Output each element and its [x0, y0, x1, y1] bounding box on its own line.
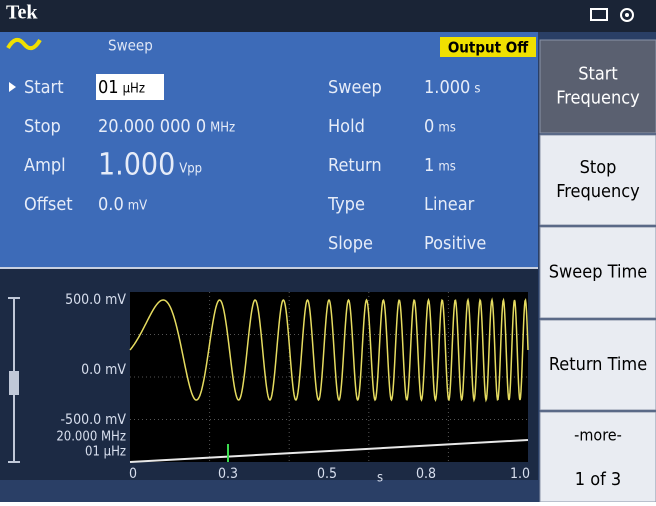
param-value: 0 — [424, 116, 434, 137]
param-label: Stop — [24, 116, 61, 137]
x-label: 1.0 — [510, 466, 530, 482]
param-label: Start — [24, 77, 64, 98]
param-value: Positive — [424, 233, 486, 254]
plot-area — [130, 292, 528, 462]
param-label: Hold — [328, 116, 365, 137]
param-value: 20.000 000 0 — [98, 116, 206, 137]
param-value: Linear — [424, 194, 475, 215]
menu-label: Frequency — [556, 181, 640, 202]
x-label: 0 — [129, 466, 137, 482]
output-status: Output Off — [448, 39, 529, 57]
param-value: 1 — [424, 155, 434, 176]
menu-label: Return Time — [549, 354, 647, 375]
menu-label: Sweep Time — [549, 262, 647, 283]
menu-label: Start — [578, 64, 618, 85]
x-label: 0.8 — [416, 466, 436, 482]
param-unit: mV — [128, 199, 147, 214]
param-label: Ampl — [24, 155, 66, 176]
param-label: Slope — [328, 233, 373, 254]
param-label: Offset — [24, 194, 73, 215]
freq-label: 01 µHz — [85, 445, 126, 460]
param-value: 1.000 — [98, 148, 175, 183]
y-label: 0.0 mV — [81, 362, 126, 378]
param-value: 01 — [98, 77, 119, 98]
freq-label: 20.000 MHz — [56, 430, 126, 445]
menu-label: Frequency — [556, 88, 640, 109]
screen: Tek Sweep Output Off Start Frequency Stop F… — [0, 0, 656, 502]
y-label: -500.0 mV — [61, 412, 127, 428]
y-label: 500.0 mV — [65, 292, 126, 308]
menu-button[interactable] — [540, 40, 656, 133]
brand: Tek — [6, 2, 38, 24]
param-unit: ms — [438, 121, 456, 136]
menu-label: 1 of 3 — [575, 469, 622, 490]
mode-label: Sweep — [108, 37, 153, 55]
x-label: 0.3 — [218, 466, 238, 482]
x-label: 0.5 — [317, 466, 337, 482]
param-unit: s — [474, 82, 480, 97]
param-unit: MHz — [210, 121, 235, 136]
top-bar — [0, 0, 656, 32]
param-unit: µHz — [123, 82, 145, 97]
menu-label: -more- — [574, 426, 622, 445]
param-unit: ms — [438, 160, 456, 175]
param-label: Type — [327, 194, 365, 215]
soft-menu: Start Frequency Stop Frequency Sweep Time Ret… — [540, 40, 656, 502]
param-value: 1.000 — [424, 77, 470, 98]
param-value: 0.0 — [98, 194, 124, 215]
param-label: Return — [328, 155, 382, 176]
param-label: Sweep — [328, 77, 382, 98]
menu-button[interactable] — [540, 135, 656, 225]
param-unit: Vpp — [179, 162, 202, 177]
x-unit: s — [377, 471, 383, 486]
menu-label: Stop — [580, 157, 617, 178]
